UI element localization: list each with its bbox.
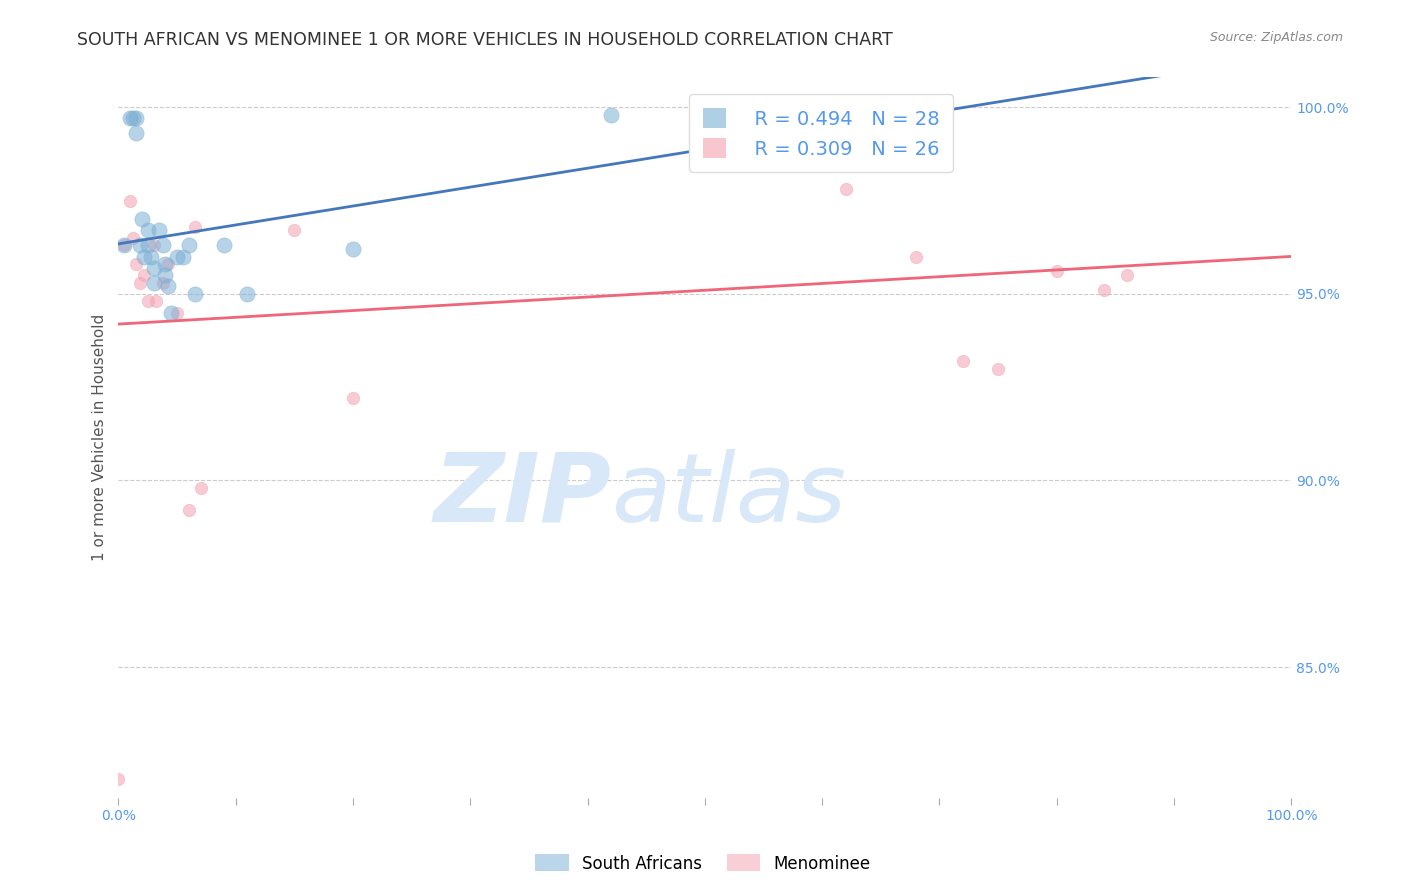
Point: [141, 250, 163, 264]
Point: [183, 219, 205, 234]
Point: [177, 503, 200, 517]
Text: atlas: atlas: [612, 449, 846, 541]
Point: [121, 231, 143, 245]
Point: [152, 238, 174, 252]
Point: [136, 238, 159, 252]
Legend:   R = 0.494   N = 28,   R = 0.309   N = 26: R = 0.494 N = 28, R = 0.309 N = 26: [689, 95, 953, 172]
Point: [121, 112, 143, 126]
Point: [155, 257, 177, 271]
Point: [125, 127, 148, 141]
Point: [134, 268, 156, 283]
Point: [142, 260, 165, 275]
Point: [107, 772, 129, 786]
Y-axis label: 1 or more Vehicles in Household: 1 or more Vehicles in Household: [93, 314, 107, 561]
Point: [120, 194, 142, 208]
Point: [183, 286, 205, 301]
Point: [112, 238, 135, 252]
Point: [952, 354, 974, 368]
Point: [236, 286, 259, 301]
Point: [342, 242, 364, 256]
Point: [125, 257, 148, 271]
Point: [1046, 264, 1069, 278]
Point: [177, 238, 200, 252]
Point: [1116, 268, 1139, 283]
Point: [145, 294, 167, 309]
Point: [166, 250, 188, 264]
Point: [128, 238, 150, 252]
Text: ZIP: ZIP: [433, 449, 612, 541]
Point: [156, 279, 179, 293]
Point: [131, 212, 153, 227]
Point: [160, 305, 183, 319]
Point: [342, 392, 364, 406]
Point: [987, 361, 1010, 376]
Point: [120, 112, 142, 126]
Point: [134, 250, 156, 264]
Point: [112, 238, 135, 252]
Point: [811, 108, 834, 122]
Point: [834, 182, 856, 196]
Point: [152, 276, 174, 290]
Legend: South Africans, Menominee: South Africans, Menominee: [529, 847, 877, 880]
Point: [212, 238, 235, 252]
Point: [190, 481, 212, 495]
Text: Source: ZipAtlas.com: Source: ZipAtlas.com: [1209, 31, 1343, 45]
Point: [142, 238, 165, 252]
Point: [125, 112, 148, 126]
Point: [600, 108, 623, 122]
Text: SOUTH AFRICAN VS MENOMINEE 1 OR MORE VEHICLES IN HOUSEHOLD CORRELATION CHART: SOUTH AFRICAN VS MENOMINEE 1 OR MORE VEH…: [77, 31, 893, 49]
Point: [1092, 283, 1115, 297]
Point: [128, 276, 150, 290]
Point: [136, 223, 159, 237]
Point: [172, 250, 194, 264]
Point: [283, 223, 305, 237]
Point: [155, 268, 177, 283]
Point: [787, 108, 810, 122]
Point: [156, 257, 179, 271]
Point: [142, 276, 165, 290]
Point: [136, 294, 159, 309]
Point: [148, 223, 170, 237]
Point: [166, 305, 188, 319]
Point: [904, 250, 927, 264]
